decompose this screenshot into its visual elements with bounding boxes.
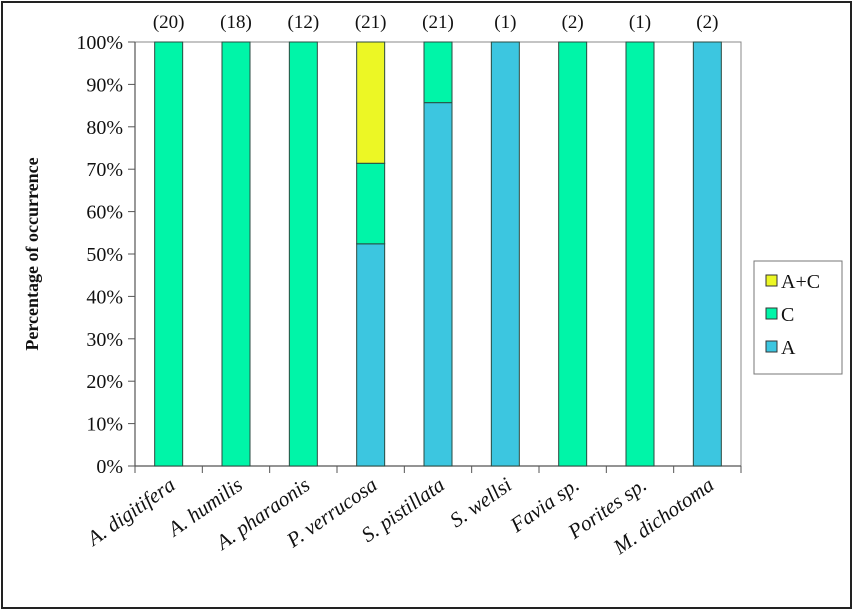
bar-segment-c [221, 41, 251, 467]
legend-label: A [781, 337, 796, 359]
bar-segment-a [423, 102, 453, 467]
y-tick-label: 70% [86, 159, 123, 181]
bar-segment-a [692, 41, 722, 467]
bar-segment-c [625, 41, 655, 467]
y-axis-label: Percentage of occurrence [22, 157, 42, 350]
legend-label: A+C [781, 271, 820, 293]
bar-segment-c [154, 41, 184, 467]
bar-segment-a [356, 243, 386, 467]
sample-count-label: (1) [494, 12, 516, 33]
sample-count-label: (2) [562, 12, 584, 33]
y-tick-label: 80% [86, 117, 123, 139]
y-tick-label: 60% [86, 202, 123, 224]
y-tick-label: 30% [86, 329, 123, 351]
y-tick-label: 10% [86, 414, 123, 436]
legend-swatch-a-plus-c [765, 274, 778, 287]
bar-segment-c [288, 41, 318, 467]
y-tick-label: 100% [76, 32, 123, 54]
sample-count-label: (12) [288, 12, 320, 33]
sample-count-label: (18) [220, 12, 252, 33]
y-tick-label: 90% [86, 74, 123, 96]
bar-segment-c [423, 41, 453, 104]
sample-count-label: (20) [153, 12, 185, 33]
legend-label: C [781, 304, 794, 326]
x-tick-label: S. wellsi [445, 472, 516, 532]
bar-segment-c [558, 41, 588, 467]
y-tick-label: 0% [96, 456, 123, 478]
sample-count-label: (21) [422, 12, 454, 33]
bar-segment-a [490, 41, 520, 467]
sample-count-label: (2) [696, 12, 718, 33]
y-tick-label: 20% [86, 371, 123, 393]
sample-count-label: (21) [355, 12, 387, 33]
legend-swatch-c [765, 307, 778, 320]
bar-segment-c [356, 162, 386, 245]
legend-swatch-a [765, 340, 778, 353]
x-tick-label: A. digitifera [81, 472, 180, 551]
sample-count-label: (1) [629, 12, 651, 33]
bar-segment-a-plus-c [356, 41, 386, 164]
y-tick-label: 40% [86, 286, 123, 308]
y-tick-label: 50% [86, 244, 123, 266]
